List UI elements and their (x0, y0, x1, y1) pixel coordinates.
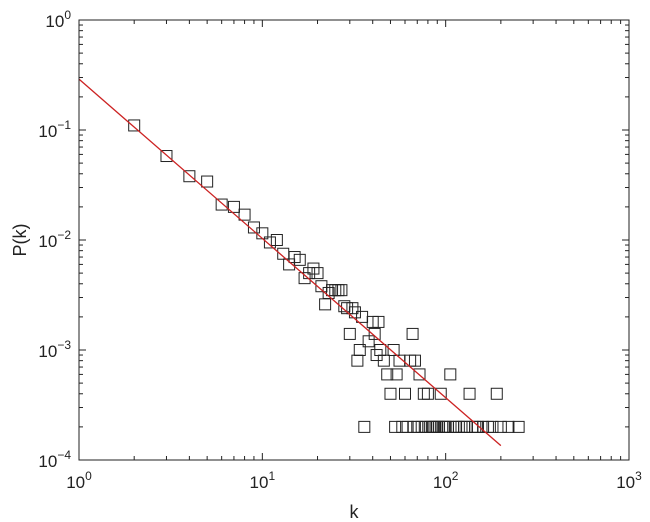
data-point-square (381, 368, 394, 381)
plot-layer (78, 78, 525, 447)
data-point-square (348, 306, 361, 319)
data-point-square (434, 387, 447, 400)
data-point-square (322, 286, 335, 299)
x-tick-label: 102 (433, 469, 459, 492)
power-law-fit-line (78, 78, 502, 447)
x-axis-label: k (350, 502, 360, 522)
data-point-square (351, 354, 364, 367)
y-tick-label: 10−4 (38, 448, 71, 471)
data-point-square (362, 335, 375, 348)
data-point-square (389, 420, 402, 433)
data-point-square (263, 236, 276, 249)
data-point-square (319, 298, 332, 311)
data-point-square (293, 253, 306, 266)
y-tick-label: 10−2 (38, 228, 71, 251)
data-point-square (406, 327, 419, 340)
data-point-square (417, 387, 430, 400)
axes-layer: 100 101 102 103 10−4 10−3 10−2 10−1 100 (38, 8, 642, 492)
plot-frame (78, 19, 630, 461)
data-point-square (372, 315, 385, 328)
data-point-square (238, 208, 251, 221)
data-point-square (307, 262, 320, 275)
data-point-square (201, 175, 214, 188)
data-points (128, 119, 525, 433)
data-point-square (160, 150, 173, 163)
data-point-square (358, 420, 371, 433)
data-point-square (335, 284, 348, 297)
data-point-square (415, 420, 428, 433)
y-tick-label: 10−3 (38, 338, 71, 361)
data-point-square (215, 198, 228, 211)
data-point-square (270, 234, 283, 246)
labels-layer: k P(k) (10, 224, 360, 522)
y-tick-label: 100 (45, 8, 71, 31)
data-point-square (413, 368, 426, 381)
x-tick-label: 100 (66, 469, 92, 492)
data-point-square (353, 344, 366, 356)
tick-marks (78, 19, 630, 461)
data-point-square (227, 200, 240, 213)
data-point-square (408, 354, 421, 367)
data-point-square (407, 420, 420, 433)
data-point-square (512, 420, 525, 433)
data-point-square (338, 300, 351, 313)
y-axis-label: P(k) (10, 224, 30, 257)
data-point-square (502, 420, 515, 433)
data-point-square (444, 368, 457, 381)
data-point-square (463, 387, 476, 400)
data-point-square (404, 354, 417, 367)
y-tick-label: 10−1 (38, 118, 71, 141)
data-point-square (368, 327, 381, 340)
data-point-square (390, 368, 403, 381)
data-point-square (346, 302, 359, 315)
data-point-square (486, 420, 499, 433)
data-point-square (128, 119, 141, 132)
data-point-square (398, 387, 411, 400)
data-point-square (377, 354, 390, 367)
data-point-square (311, 267, 324, 280)
x-tick-label: 103 (616, 469, 642, 492)
data-point-square (494, 420, 507, 433)
data-point-square (490, 387, 503, 400)
data-point-square (343, 327, 356, 340)
data-point-square (183, 170, 196, 183)
data-point-square (401, 420, 414, 433)
data-point-square (421, 387, 434, 400)
data-point-square (384, 387, 397, 400)
x-tick-label: 101 (250, 469, 276, 492)
data-point-square (329, 284, 342, 297)
data-point-square (387, 344, 400, 356)
